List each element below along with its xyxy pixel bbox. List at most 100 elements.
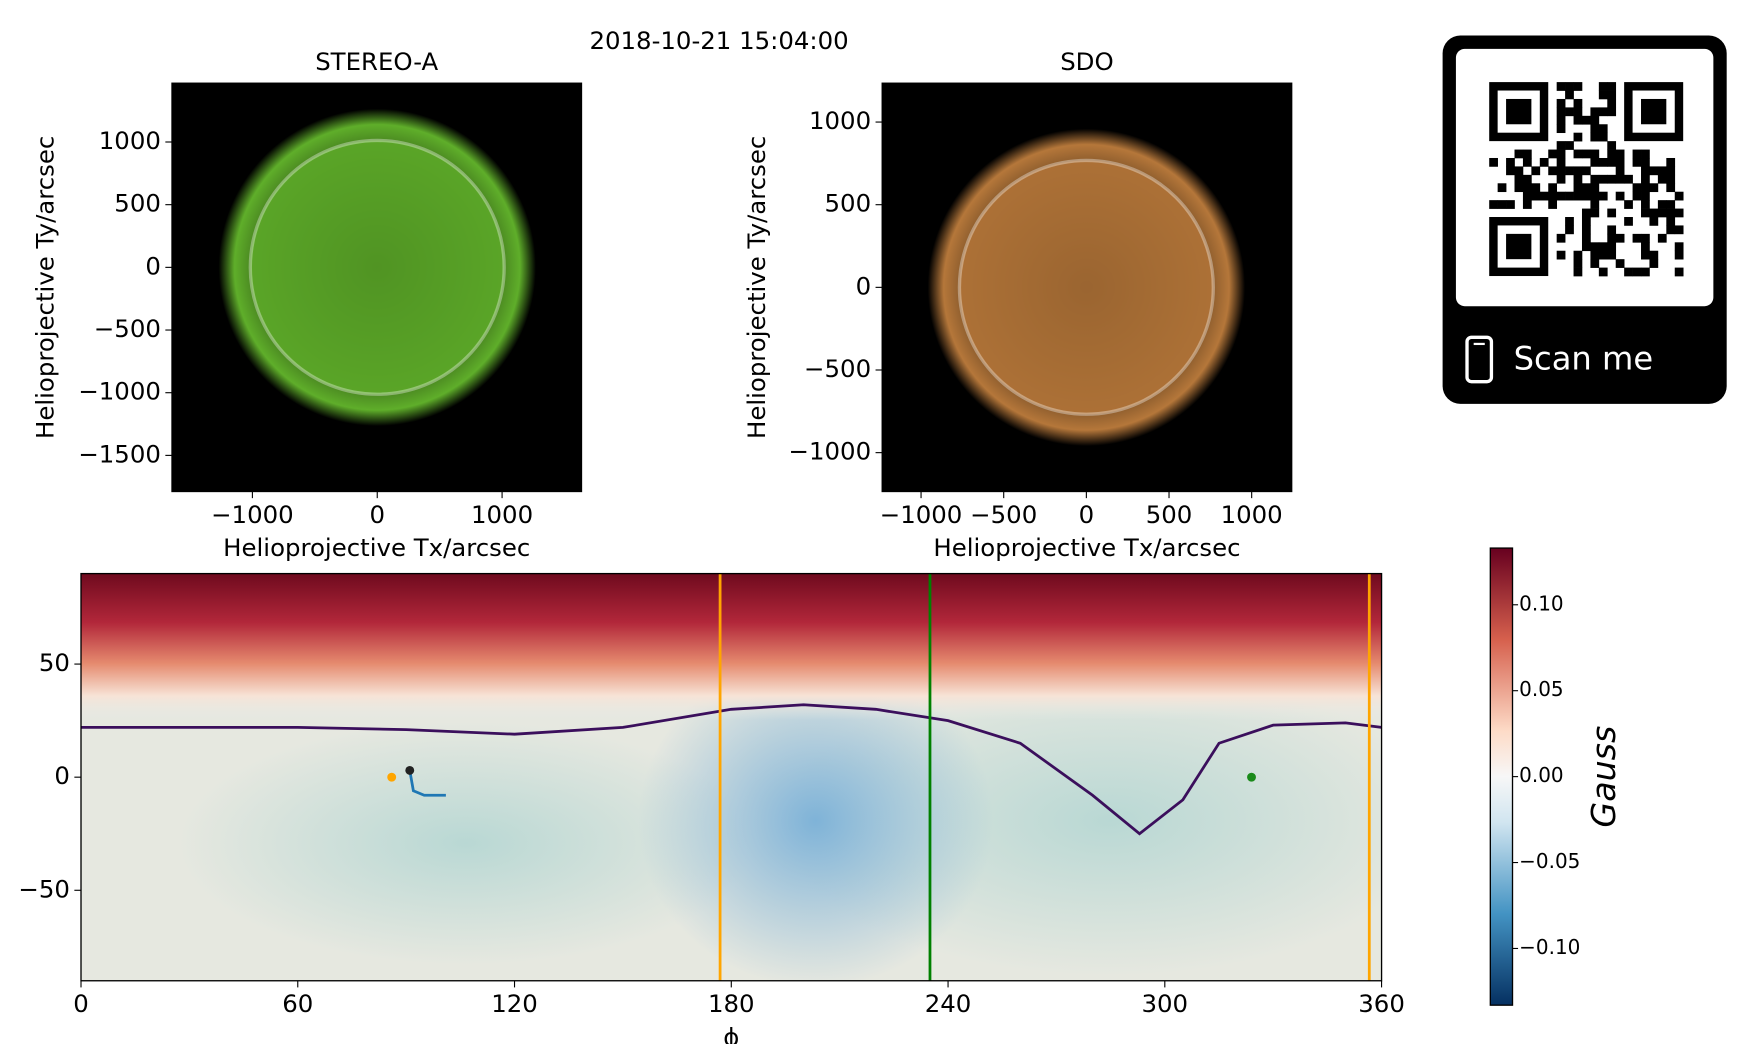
qr-cell [1649, 217, 1659, 226]
qr-cell [1598, 174, 1608, 184]
sun-limb [248, 138, 506, 396]
qr-cell [1590, 250, 1600, 260]
qr-cell [1641, 149, 1650, 159]
qr-cell [1522, 183, 1532, 193]
qr-cell [1522, 157, 1532, 167]
qr-cell [1581, 191, 1591, 201]
field-north [81, 573, 1382, 981]
qr-cell [1573, 250, 1583, 260]
qr-cell [1632, 267, 1642, 277]
qr-cell [1666, 200, 1676, 209]
qr-cell [1581, 149, 1591, 159]
qr-label: Scan me [1514, 340, 1654, 378]
field-line [81, 703, 1382, 836]
y-tick-label: 0 [145, 251, 161, 280]
qr-cell [1506, 166, 1515, 176]
qr-cell [1641, 250, 1650, 260]
qr-finder [1641, 98, 1667, 125]
qr-cell [1598, 267, 1608, 277]
qr-cell [1581, 217, 1591, 226]
qr-cell [1590, 132, 1600, 142]
y-tick-label: 1000 [809, 106, 871, 135]
qr-cell [1497, 183, 1507, 193]
qr-cell [1615, 233, 1625, 243]
qr-cell [1666, 217, 1676, 226]
qr-cell [1649, 183, 1659, 193]
qr-cell [1607, 107, 1617, 117]
qr-cell [1565, 166, 1574, 176]
qr-cell [1573, 115, 1583, 125]
qr-cell [1531, 191, 1541, 201]
qr-cell [1556, 166, 1566, 176]
qr-cell [1548, 200, 1558, 209]
qr-cell [1674, 250, 1684, 260]
qr-cell [1632, 149, 1642, 159]
qr-cell [1607, 82, 1617, 91]
qr-cell [1598, 191, 1608, 201]
x-tick-label: 0 [369, 500, 385, 529]
qr-cell [1556, 233, 1566, 243]
qr-cell [1531, 183, 1541, 193]
qr-cell [1514, 149, 1524, 159]
point [387, 772, 397, 782]
image-panel [172, 83, 582, 492]
y-tick-label: −1000 [789, 437, 872, 466]
x-tick-label: 500 [1146, 500, 1193, 529]
qr-cell [1641, 191, 1650, 201]
colorbar [1490, 548, 1513, 1006]
qr-cell [1641, 233, 1650, 243]
qr-cell [1565, 107, 1574, 117]
qr-cell [1657, 208, 1667, 218]
qr-cell [1556, 157, 1566, 167]
y-axis-label: Gauss [1584, 726, 1623, 828]
qr-cell [1615, 149, 1625, 159]
qr-cell [1556, 82, 1566, 91]
qr-cell [1657, 166, 1667, 176]
qr-cell [1522, 174, 1532, 184]
qr-cell [1666, 183, 1676, 193]
qr-cell [1573, 174, 1583, 184]
axes-title: SDO [1060, 47, 1114, 76]
field-line [408, 770, 446, 797]
qr-cell [1573, 107, 1583, 117]
qr-cell [1581, 183, 1591, 193]
x-tick-label: 0 [1079, 500, 1095, 529]
qr-cell [1624, 217, 1633, 226]
y-tick-label: −1000 [78, 377, 161, 406]
qr-cell [1598, 124, 1608, 134]
y-tick-label: 0 [54, 761, 70, 790]
qr-cell [1666, 174, 1676, 184]
qr-cell [1573, 166, 1583, 176]
qr-cell [1674, 191, 1684, 201]
y-tick-label: −0.05 [1519, 849, 1580, 873]
qr-cell [1615, 191, 1625, 201]
qr-cell [1548, 183, 1558, 193]
y-tick-label: 500 [825, 189, 872, 218]
qr-cell [1607, 225, 1617, 235]
qr-cell [1573, 132, 1583, 142]
qr-cell [1565, 191, 1574, 201]
qr-cell [1641, 208, 1650, 218]
qr-cell [1615, 174, 1625, 184]
qr-cell [1522, 149, 1532, 159]
qr-cell [1624, 174, 1633, 184]
y-tick-label: −1500 [78, 439, 161, 468]
qr-cell [1573, 82, 1583, 91]
qr-cell [1641, 242, 1650, 252]
x-tick-label: −500 [970, 500, 1037, 529]
x-tick-label: −1000 [880, 500, 963, 529]
qr-cell [1607, 157, 1617, 167]
qr-cell [1657, 174, 1667, 184]
qr-cell [1548, 149, 1558, 159]
qr-cell [1514, 166, 1524, 176]
x-tick-label: 360 [1358, 989, 1405, 1018]
qr-cell [1573, 149, 1583, 159]
qr-cell [1573, 183, 1583, 193]
qr-cell [1632, 183, 1642, 193]
qr-cell [1598, 82, 1608, 91]
qr-cell [1674, 208, 1684, 218]
qr-cell [1522, 200, 1532, 209]
qr-cell [1649, 250, 1659, 260]
qr-cell [1581, 208, 1591, 218]
map-panel [81, 573, 1382, 981]
